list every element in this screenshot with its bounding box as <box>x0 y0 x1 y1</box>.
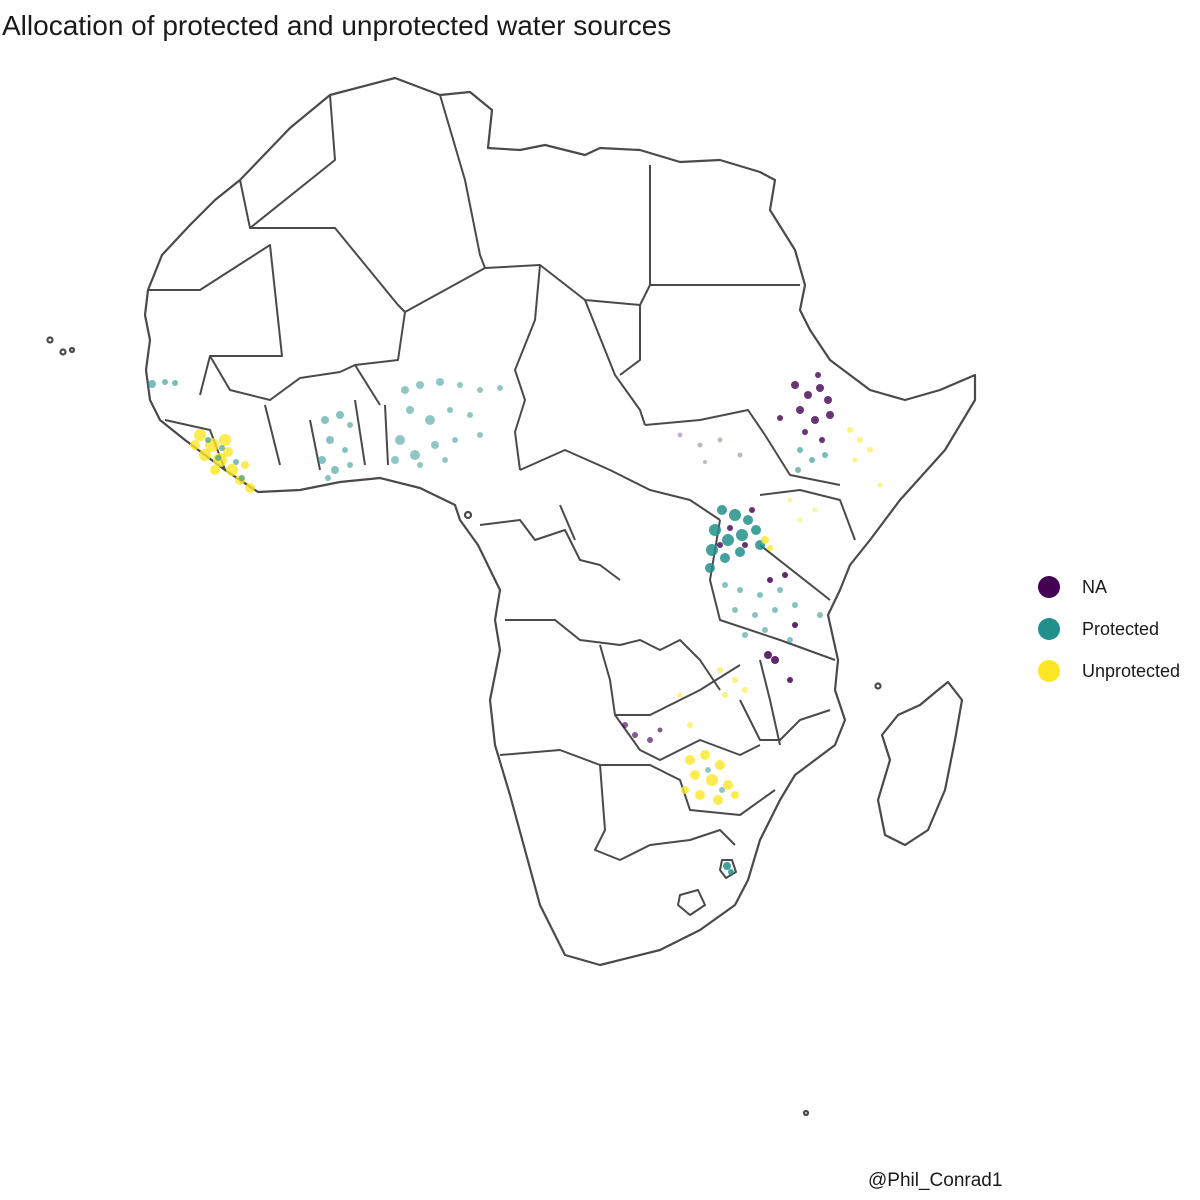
legend-item-protected: Protected <box>1038 608 1180 650</box>
points-kenya <box>787 497 818 523</box>
madagascar-outline <box>876 680 964 847</box>
legend-key-protected <box>1038 618 1060 640</box>
points-zimbabwe-protected <box>705 767 725 793</box>
legend-label-na: NA <box>1082 576 1108 597</box>
island-capeverde-3 <box>68 346 76 354</box>
points-zambia-na <box>622 722 663 743</box>
points-uganda <box>705 505 765 573</box>
points-uganda-unprotected <box>761 536 773 551</box>
country-borders <box>148 94 856 916</box>
legend-item-unprotected: Unprotected <box>1038 650 1180 692</box>
points-tanzania <box>722 582 823 643</box>
points-swaziland <box>723 862 734 875</box>
points-ethiopia-na <box>777 372 834 443</box>
points-south-sudan <box>677 432 743 464</box>
points-zambia-unprotected <box>677 667 748 728</box>
points-ethiopia-protected <box>795 447 828 473</box>
island-capeverde-2 <box>59 348 67 356</box>
points-sierra-leone-protected <box>148 379 245 481</box>
legend-label-unprotected: Unprotected <box>1082 660 1181 681</box>
points-ghana <box>318 411 353 481</box>
points-tanzania-na <box>764 572 798 683</box>
points-ethiopia-unprotected <box>847 427 883 488</box>
points-nigeria <box>391 378 503 468</box>
points-uganda-na <box>717 507 755 548</box>
legend: NA Protected Unprotected <box>1038 566 1180 692</box>
island-south <box>802 1109 810 1117</box>
points-sierra-leone <box>190 429 255 493</box>
island-sao-tome <box>463 510 473 520</box>
legend-item-na: NA <box>1038 566 1180 608</box>
africa-outline <box>143 76 977 967</box>
map-title: Allocation of protected and unprotected … <box>2 10 672 41</box>
legend-key-unprotected <box>1038 660 1060 682</box>
island-capeverde-1 <box>46 336 54 344</box>
island-comoros <box>874 682 882 690</box>
author-caption: @Phil_Conrad1 <box>868 1170 1003 1191</box>
legend-label-protected: Protected <box>1082 618 1160 639</box>
points-zimbabwe <box>681 750 739 805</box>
legend-key-na <box>1038 576 1060 598</box>
water-source-points <box>148 372 883 875</box>
